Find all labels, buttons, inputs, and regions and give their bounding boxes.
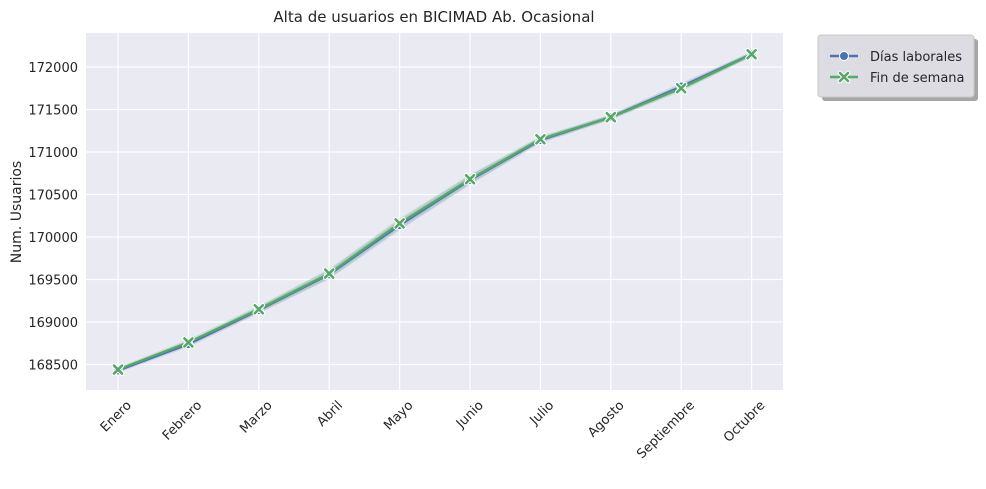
x-tick-label: Febrero — [160, 398, 205, 443]
data-point — [674, 81, 688, 95]
x-tick-label: Octubre — [721, 398, 768, 445]
legend-box — [817, 34, 975, 98]
data-point — [393, 217, 406, 230]
x-tick-label: Julio — [527, 398, 558, 429]
data-point — [182, 336, 195, 349]
data-point — [322, 267, 336, 280]
data-point — [745, 47, 758, 61]
y-tick-label: 171500 — [28, 104, 78, 119]
legend-marker — [839, 51, 849, 61]
y-axis-label: Num. Usuarios — [9, 161, 25, 263]
data-point — [534, 132, 547, 146]
x-tick-label: Abril — [314, 398, 346, 430]
data-point — [604, 110, 618, 124]
x-tick-label: Septiembre — [634, 398, 698, 462]
legend-label: Días laborales — [870, 50, 962, 65]
y-tick-labels: 168500 169000 169500 170000 170500 171000 1715… — [28, 61, 78, 374]
x-tick-label: Mayo — [381, 398, 416, 433]
x-tick-label: Marzo — [237, 398, 275, 436]
data-point — [463, 172, 477, 186]
x-tick-label: Junio — [453, 398, 487, 432]
legend: Días laborales Fin de semana — [817, 34, 978, 101]
series-lines — [117, 53, 753, 372]
y-tick-label: 168500 — [28, 359, 78, 374]
legend-marker — [837, 70, 851, 84]
legend-entry: Fin de semana — [830, 70, 965, 86]
legend-entry: Días laborales — [830, 50, 962, 65]
data-point — [111, 363, 125, 376]
data-point — [252, 302, 266, 316]
series-markers — [111, 47, 758, 376]
y-tick-label: 171000 — [28, 146, 78, 161]
y-tick-label: 169000 — [28, 316, 78, 331]
series-line — [117, 53, 753, 371]
grid — [86, 33, 783, 390]
x-tick-label: Enero — [98, 398, 135, 435]
chart-title: Alta de usuarios en BICIMAD Ab. Ocasiona… — [273, 8, 594, 26]
x-tick-label: Agosto — [585, 398, 627, 440]
y-tick-label: 169500 — [28, 274, 78, 289]
legend-label: Fin de semana — [870, 71, 965, 86]
y-tick-label: 170000 — [28, 231, 78, 246]
x-tick-labels: Enero Febrero Marzo Abril Mayo Junio Julio Agos… — [98, 398, 769, 462]
y-tick-label: 172000 — [28, 61, 78, 76]
y-tick-label: 170500 — [28, 189, 78, 204]
